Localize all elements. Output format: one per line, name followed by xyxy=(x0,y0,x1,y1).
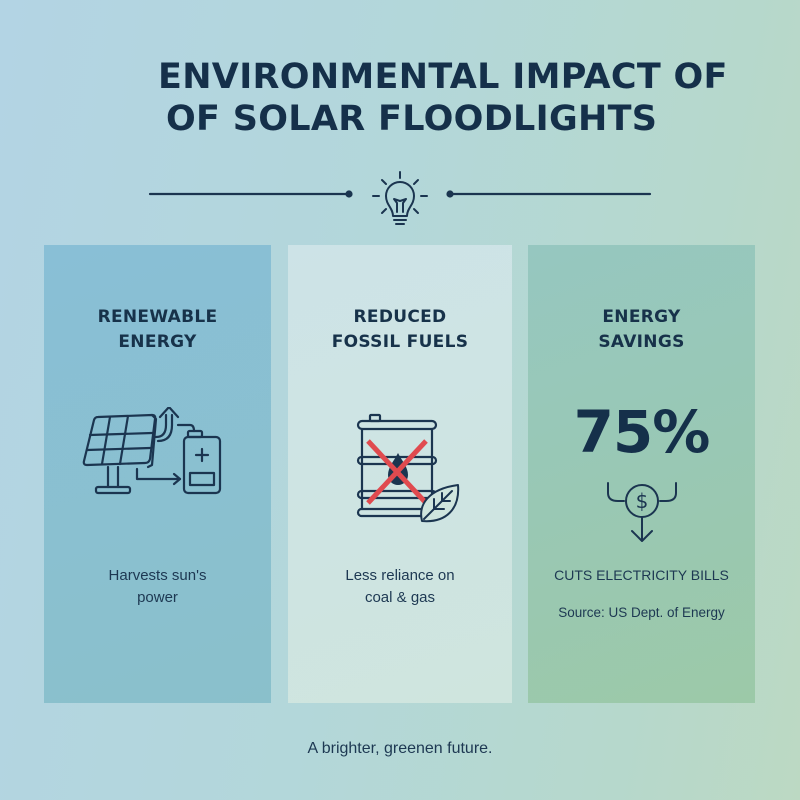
crossed-oil-barrel-leaf-icon xyxy=(356,413,460,523)
panel-description: Harvests sun's power xyxy=(44,565,271,609)
panel-title-line: RENEWABLE xyxy=(97,307,218,327)
desc-line: Less reliance on xyxy=(345,567,455,584)
panel-energy-savings: ENERGY SAVINGS 75% $ CUTS ELECTRICITY BI… xyxy=(528,245,755,703)
svg-text:$: $ xyxy=(636,489,649,513)
source-citation: Source: US Dept. of Energy xyxy=(558,605,725,620)
panel-description: Less reliance on coal & gas xyxy=(288,565,512,609)
panel-title: ENERGY SAVINGS xyxy=(528,305,755,355)
desc-line: coal & gas xyxy=(364,589,436,606)
panel-title-line: ENERGY xyxy=(118,332,197,352)
panel-title-line: FOSSIL FUELS xyxy=(331,332,469,352)
title-line-2: OF SOLAR FLOODLIGHTS xyxy=(166,99,658,139)
dollar-down-arrow-icon: $ xyxy=(607,482,677,542)
panel-title: RENEWABLE ENERGY xyxy=(44,305,271,355)
page-title: ENVIRONMENTAL IMPACT OF OF SOLAR FLOODLI… xyxy=(150,56,750,140)
panel-title-line: ENERGY xyxy=(602,307,681,327)
panel-renewable-energy: RENEWABLE ENERGY xyxy=(44,245,271,703)
desc-line: power xyxy=(137,589,178,606)
savings-stat: 75% xyxy=(573,398,711,466)
panel-title-line: SAVINGS xyxy=(598,332,685,352)
panel-reduced-fossil-fuels: REDUCED FOSSIL FUELS Less reliance on co… xyxy=(288,245,512,703)
desc-line: Harvests sun's xyxy=(108,567,207,584)
solar-panel-battery-icon xyxy=(82,407,222,495)
title-line-1: ENVIRONMENTAL IMPACT OF xyxy=(158,57,728,97)
lightbulb-icon xyxy=(372,171,428,225)
savings-description: CUTS ELECTRICITY BILLS xyxy=(554,567,729,583)
title-divider xyxy=(148,171,652,225)
footer-tagline: A brighter, greenen future. xyxy=(307,740,493,757)
panel-title-line: REDUCED xyxy=(353,307,447,327)
panel-title: REDUCED FOSSIL FUELS xyxy=(288,305,512,355)
